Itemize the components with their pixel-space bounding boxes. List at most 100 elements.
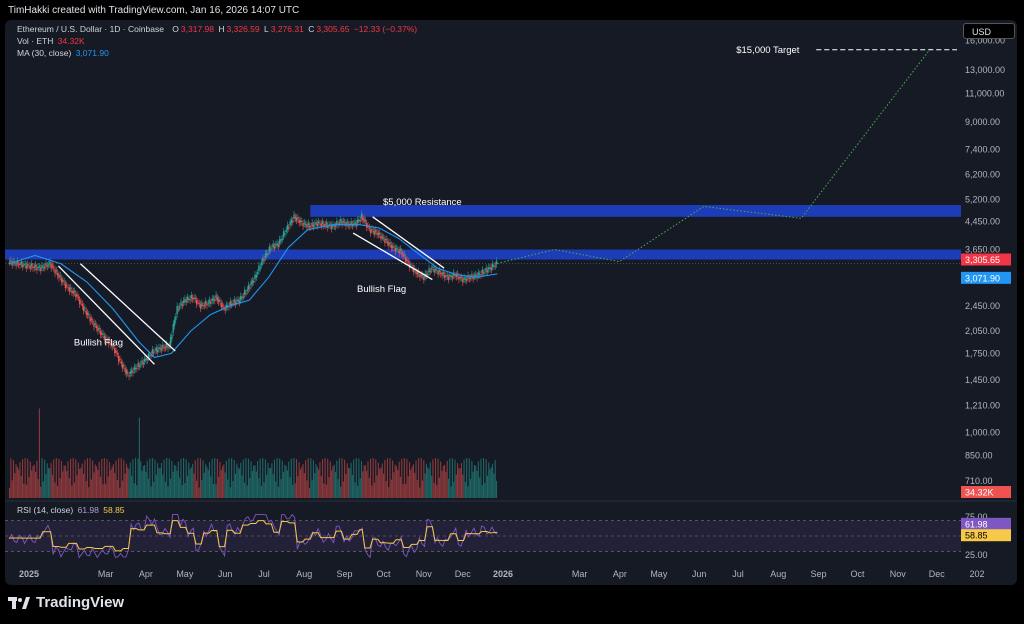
- price-tick-label: 5,200.00: [965, 194, 1000, 204]
- candle-body: [186, 296, 189, 300]
- rsi-value-text: 58.85: [965, 531, 988, 541]
- volume-bar: [281, 460, 283, 498]
- tradingview-logo[interactable]: TradingView: [8, 594, 124, 611]
- high-label: H: [218, 24, 225, 34]
- volume-bar: [107, 476, 109, 498]
- volume-bar: [186, 475, 189, 498]
- volume-bar: [112, 464, 114, 498]
- volume-bar: [455, 474, 457, 498]
- candle-body: [180, 301, 182, 306]
- volume-bar: [446, 460, 448, 498]
- price-chart-svg[interactable]: 16,000.00 13,000.00 11,000.00 9,000.00 7,400…: [5, 20, 1017, 585]
- volume-bar: [237, 467, 239, 498]
- chart-panel[interactable]: 16,000.00 13,000.00 11,000.00 9,000.00 7,400…: [5, 20, 1017, 585]
- volume-bar: [410, 469, 412, 498]
- candle-body: [236, 300, 238, 302]
- price-tick-label: 850.00: [965, 450, 993, 460]
- volume-bar: [60, 461, 63, 498]
- volume-bar: [297, 476, 299, 498]
- candle-body: [472, 276, 474, 280]
- candle-body: [15, 262, 17, 266]
- ma-legend: MA (30, close) 3,071.90: [17, 48, 111, 58]
- candle-body: [28, 265, 30, 267]
- candle-body: [276, 242, 278, 246]
- time-tick-label: Jul: [732, 569, 744, 579]
- candle-body: [460, 276, 463, 278]
- candle-body: [212, 298, 215, 301]
- volume-bar: [211, 459, 213, 498]
- time-tick-label: Oct: [377, 569, 392, 579]
- candle-body: [211, 298, 213, 302]
- candle-body: [245, 292, 247, 294]
- candle-body: [123, 365, 125, 367]
- candle-body: [214, 299, 216, 301]
- candle-body: [254, 274, 256, 280]
- price-label-bg: [961, 253, 1011, 266]
- candle-body: [208, 300, 211, 303]
- volume-bar: [434, 458, 437, 498]
- time-tick-label: Jun: [218, 569, 233, 579]
- volume-bar: [267, 462, 269, 498]
- candle-body: [406, 259, 408, 262]
- volume-bar: [20, 476, 22, 498]
- candle-body: [436, 269, 438, 271]
- volume-bar: [76, 475, 78, 498]
- time-tick-label: Oct: [851, 569, 866, 579]
- candle-body: [410, 264, 412, 266]
- candle-body: [301, 220, 303, 223]
- candle-body: [447, 277, 450, 280]
- candle-body: [250, 281, 252, 286]
- volume-bar: [29, 461, 31, 498]
- volume-bar: [121, 480, 124, 498]
- volume-bar: [97, 470, 99, 498]
- volume-bar: [208, 462, 211, 498]
- volume-bar: [305, 460, 307, 498]
- brand-name: TradingView: [36, 594, 125, 611]
- volume-bar: [419, 487, 421, 498]
- volume-bar: [54, 482, 56, 498]
- volume-bar: [163, 459, 165, 498]
- volume-bar: [254, 465, 256, 498]
- volume-bar: [115, 460, 117, 498]
- candle-body: [149, 355, 151, 357]
- volume-bar: [259, 458, 261, 498]
- volume-bar: [357, 485, 359, 498]
- volume-bar: [146, 460, 148, 498]
- close-value: 3,305.65: [316, 24, 350, 34]
- volume-label: Vol · ETH: [17, 36, 54, 46]
- candle-body: [290, 219, 293, 224]
- candle-body: [397, 249, 399, 251]
- volume-bar: [215, 484, 217, 498]
- volume-bar: [398, 461, 400, 498]
- candle-body: [295, 217, 298, 221]
- volume-bar: [379, 468, 381, 498]
- volume-bar: [253, 465, 255, 498]
- candle-body: [266, 253, 268, 256]
- candle-body: [140, 364, 142, 366]
- candle-body: [79, 299, 81, 305]
- candle-body: [380, 235, 382, 240]
- candle-body: [19, 263, 21, 266]
- candle-body: [467, 275, 469, 279]
- currency-button[interactable]: USD: [963, 23, 1015, 39]
- volume-bar: [233, 459, 235, 498]
- price-tick-label: 1,000.00: [965, 427, 1000, 437]
- candle-body: [181, 304, 184, 306]
- candle-body: [325, 222, 328, 225]
- volume-bar: [144, 465, 146, 498]
- volume-bar: [205, 464, 207, 498]
- candle-body: [182, 300, 185, 303]
- time-tick-label: Aug: [296, 569, 312, 579]
- candle-body: [358, 219, 360, 222]
- candle-body: [419, 274, 421, 278]
- candle-body: [127, 372, 129, 374]
- time-tick-label: Apr: [139, 569, 153, 579]
- volume-bar: [370, 458, 372, 498]
- volume-bar: [99, 476, 102, 498]
- volume-bar: [327, 458, 329, 498]
- time-tick-label: 2025: [19, 569, 39, 579]
- open-value: 3,317.98: [180, 24, 215, 34]
- candle-body: [86, 312, 89, 316]
- candle-body: [160, 348, 163, 351]
- candle-body: [384, 238, 386, 243]
